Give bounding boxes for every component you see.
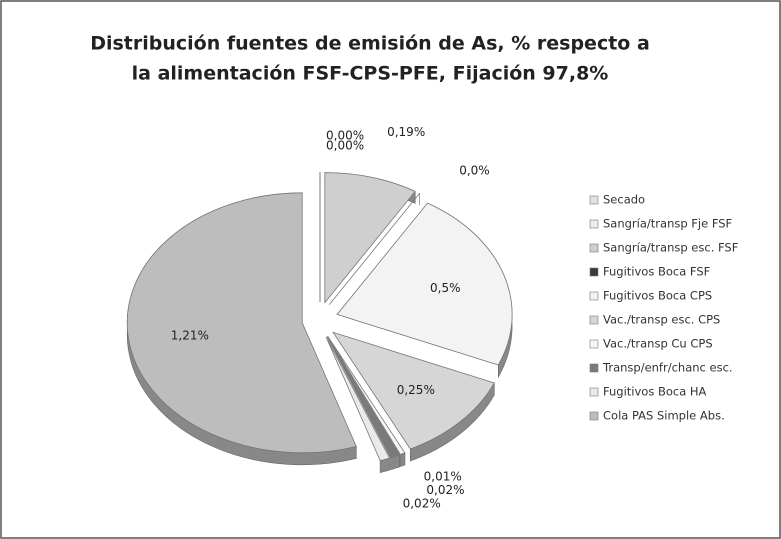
legend-label: Vac./transp esc. CPS [603,313,720,327]
legend-swatch [589,411,599,421]
data-label: 0,5% [430,281,461,295]
legend-swatch [589,291,599,301]
legend-label: Fugitivos Boca FSF [603,265,710,279]
data-label: 0,00% [326,129,364,143]
legend-label: Sangría/transp Fje FSF [603,217,732,231]
pie-slice [126,192,357,454]
data-label: 0,19% [387,125,425,139]
legend-label: Secado [603,193,645,207]
pie-slice-side [400,452,406,467]
data-label: 0,0% [459,163,490,177]
pie-slice [336,202,513,366]
legend-swatch [589,195,599,205]
data-label: 0,00% [326,139,364,153]
legend-label: Sangría/transp esc. FSF [603,241,738,255]
chart-title: Distribución fuentes de emisión de As, %… [90,33,650,55]
legend-label: Vac./transp Cu CPS [603,337,713,351]
legend-swatch [589,267,599,277]
legend-swatch [589,315,599,325]
legend-swatch [589,219,599,229]
pie-slice [327,336,406,455]
legend-label: Fugitivos Boca HA [603,385,707,399]
legend-swatch [589,363,599,373]
data-label: 0,02% [426,483,464,497]
data-label: 0,25% [397,383,435,397]
legend-swatch [589,339,599,349]
legend-swatch [589,243,599,253]
legend-label: Transp/enfr/chanc esc. [602,361,733,375]
pie-slice [326,336,401,459]
legend-label: Cola PAS Simple Abs. [603,409,725,423]
pie-slice [324,172,416,304]
pie-slice [332,331,495,450]
pie-slice [325,336,391,462]
data-label: 0,02% [403,496,441,510]
legend-label: Fugitivos Boca CPS [603,289,712,303]
data-label: 0,01% [424,470,462,484]
chart-title: la alimentación FSF-CPS-PFE, Fijación 97… [132,63,609,85]
data-label: 1,21% [171,329,209,343]
legend-swatch [589,387,599,397]
